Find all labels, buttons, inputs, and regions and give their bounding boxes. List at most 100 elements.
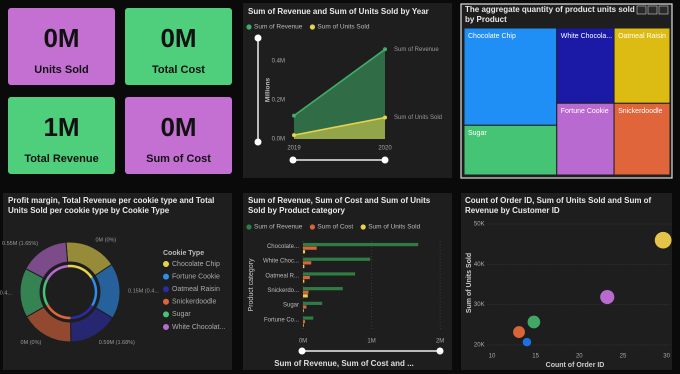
tile-label: Chocolate Chip — [468, 33, 516, 40]
bubble — [513, 326, 525, 338]
legend-title: Cookie Type — [163, 250, 204, 257]
kpi-value: 0M — [43, 23, 79, 53]
focus-icon[interactable] — [647, 5, 658, 15]
filter-icon[interactable] — [636, 5, 647, 15]
chart-title: Profit margin, Total Revenue per cookie … — [8, 196, 215, 215]
slider-handle[interactable] — [254, 34, 262, 42]
donut-inner-ring — [45, 264, 69, 281]
legend-marker — [163, 311, 169, 318]
bar — [303, 250, 306, 254]
chart-title: Sum of Revenue, Sum of Cost and Sum of U… — [248, 196, 431, 215]
data-label: 0M (0%) — [21, 340, 42, 346]
kpi-card — [125, 8, 232, 85]
legend-label: Sum of Units Sold — [368, 224, 420, 231]
kpi-card — [8, 8, 115, 85]
bar — [303, 305, 307, 309]
legend-marker — [360, 224, 366, 230]
x-tick-label: 20 — [576, 354, 583, 360]
y-tick-label: 40K — [474, 262, 485, 268]
y-tick-label: 50K — [474, 222, 485, 228]
x-axis-title: Sum of Revenue, Sum of Cost and ... — [274, 359, 414, 368]
visual-header-icons — [636, 5, 669, 15]
y-tick-label: 0.2M — [272, 98, 285, 104]
donut-inner-ring — [42, 279, 49, 306]
chart-title: The aggregate quantity of product units … — [465, 5, 635, 24]
data-label: 0.59M (1.68%) — [99, 340, 135, 346]
y-tick-label: Snickerdo... — [267, 288, 299, 294]
bar — [303, 264, 305, 269]
chart-title: Count of Order ID, Sum of Units Sold and… — [465, 196, 652, 215]
bubble — [654, 231, 672, 249]
data-label: 0.15M (0.4... — [0, 290, 12, 296]
line — [293, 48, 386, 117]
legend-marker — [246, 224, 252, 230]
x-tick-label: 2M — [436, 339, 444, 345]
area — [294, 49, 385, 139]
point — [292, 133, 296, 138]
legend-marker — [163, 261, 169, 267]
data-label: 0M (0%) — [95, 237, 116, 243]
legend-label: Sugar — [172, 311, 191, 318]
bubble — [600, 289, 615, 305]
y-axis-title: Millions — [265, 78, 272, 103]
y-tick-label: White Choc... — [263, 259, 299, 265]
tile-label: Sugar — [468, 130, 487, 137]
kpi-value: 0M — [160, 23, 196, 53]
treemap-tile — [556, 27, 615, 104]
point — [383, 47, 387, 52]
panel — [461, 193, 672, 370]
y-tick-label: 0.0M — [272, 137, 285, 143]
y-tick-label: Fortune Co... — [264, 317, 299, 323]
slider-handle[interactable] — [289, 156, 297, 164]
series-end-label: Sum of Revenue — [394, 47, 439, 53]
slider-handle[interactable] — [254, 138, 262, 146]
treemap-tile — [613, 27, 671, 104]
y-axis-title: Sum of Units Sold — [466, 253, 473, 313]
y-tick-label: 20K — [474, 343, 485, 349]
tile-label: White Chocola... — [561, 33, 612, 40]
treemap-tile — [463, 27, 558, 126]
legend-marker — [246, 24, 252, 30]
y-tick-label: 0.4M — [272, 59, 285, 65]
donut-segment — [25, 241, 69, 279]
donut-inner-ring — [46, 304, 71, 320]
tile-label: Oatmeal Raisin — [618, 33, 666, 40]
legend-label: Sum of Revenue — [254, 24, 303, 31]
chart-title: Sum of Revenue and Sum of Units Sold by … — [248, 7, 429, 16]
x-tick-label: 10 — [489, 354, 496, 360]
tile-label: Snickerdoodle — [618, 108, 662, 115]
legend-marker — [163, 324, 169, 330]
donut-inner-ring — [70, 304, 94, 320]
bar — [303, 287, 343, 291]
legend-label: Fortune Cookie — [172, 273, 220, 280]
legend-marker — [309, 24, 316, 30]
legend-label: Oatmeal Raisin — [172, 286, 220, 293]
y-tick-label: Oatmeal R... — [265, 273, 299, 279]
bar — [303, 257, 371, 261]
more-icon[interactable] — [658, 5, 669, 15]
line — [293, 116, 386, 136]
legend-label: Sum of Revenue — [254, 224, 303, 231]
donut-inner-ring — [67, 264, 93, 279]
slider-handle[interactable] — [436, 347, 444, 355]
bar — [303, 246, 317, 250]
bar — [303, 308, 304, 313]
slider-handle[interactable] — [298, 347, 306, 355]
bar — [303, 272, 356, 276]
y-tick-label: 30K — [474, 302, 485, 308]
series-end-label: Sum of Units Sold — [394, 115, 442, 121]
year-slider — [254, 34, 389, 164]
x-tick-label: 1M — [367, 339, 375, 345]
slider-handle[interactable] — [381, 156, 389, 164]
bar — [303, 323, 304, 327]
x-tick-label: 30 — [663, 354, 670, 360]
data-label: 0.55M (1.65%) — [2, 241, 38, 247]
x-tick-label: 2020 — [378, 146, 392, 152]
y-axis-title: Product category — [248, 258, 255, 311]
kpi-card — [125, 97, 232, 174]
legend-marker — [163, 286, 169, 293]
kpi-card — [8, 97, 115, 174]
tile-label: Fortune Cookie — [561, 108, 609, 115]
bar — [303, 294, 308, 298]
legend-label: Sum of Cost — [317, 224, 353, 231]
